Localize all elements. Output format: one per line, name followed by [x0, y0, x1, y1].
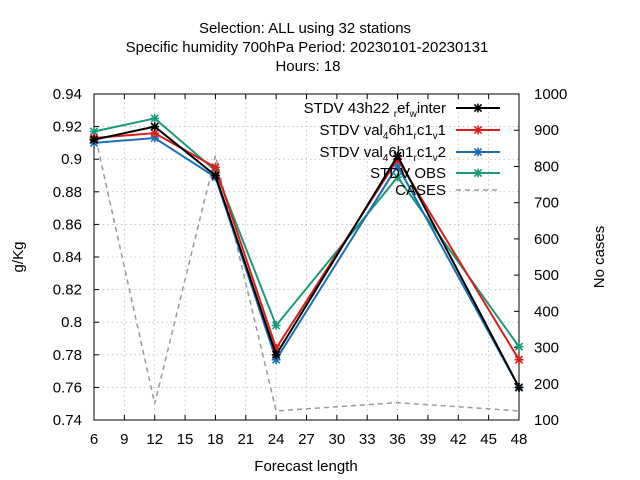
title-line-2: Specific humidity 700hPa Period: 2023010… — [126, 39, 489, 56]
data-point — [514, 383, 524, 392]
x-tick-label: 27 — [298, 431, 315, 448]
legend-label: CASES — [395, 182, 446, 199]
x-tick-label: 33 — [359, 431, 376, 448]
x-axis-label: Forecast length — [254, 458, 357, 475]
legend-entry: STDV 43h22 refwinter — [304, 100, 500, 120]
legend-label: STDV val46h1rc1v1 — [320, 122, 446, 142]
chart-title: Selection: ALL using 32 stations Specifi… — [126, 20, 489, 75]
y2-tick-label: 800 — [534, 158, 559, 175]
title-line-3: Hours: 18 — [275, 58, 340, 75]
y2-axis: 100 200 300 400 500 600 700 800 900 1000 — [514, 86, 567, 429]
data-point — [514, 355, 524, 365]
y2-tick-label: 900 — [534, 122, 559, 139]
y-tick-label: 0.84 — [53, 249, 82, 266]
data-point — [211, 171, 220, 180]
x-tick-label: 48 — [511, 431, 528, 448]
legend-entry: STDV OBS — [370, 165, 500, 182]
legend-label: STDV 43h22 refwinter — [304, 100, 446, 120]
data-point — [271, 355, 281, 365]
data-point — [393, 151, 402, 161]
legend-entry: STDV val46h1rc1v2 — [320, 144, 500, 164]
y-tick-label: 0.8 — [61, 314, 82, 331]
y-axis: 0.74 0.76 0.78 0.8 0.82 0.84 0.86 0.88 0.9 0.92 0.… — [53, 86, 99, 429]
x-tick-label: 36 — [389, 431, 406, 448]
legend-entry: STDV val46h1rc1v1 — [320, 122, 500, 142]
y-tick-label: 0.82 — [53, 282, 82, 299]
y2-tick-label: 500 — [534, 267, 559, 284]
data-point — [211, 162, 220, 172]
y2-tick-label: 300 — [534, 340, 559, 357]
x-axis: 6 9 12 15 18 21 24 27 30 33 36 39 42 45 48 — [90, 94, 528, 448]
legend-label: STDV OBS — [370, 165, 446, 182]
series-line-0 — [89, 122, 524, 392]
x-tick-label: 30 — [329, 431, 346, 448]
series-line — [93, 130, 520, 412]
x-tick-label: 6 — [90, 431, 98, 448]
x-tick-label: 42 — [450, 431, 467, 448]
series — [89, 114, 524, 412]
y2-tick-label: 100 — [534, 412, 559, 429]
x-tick-label: 15 — [177, 431, 194, 448]
x-tick-label: 12 — [146, 431, 163, 448]
legend-label: STDV val46h1rc1v2 — [320, 144, 446, 164]
x-tick-label: 18 — [207, 431, 224, 448]
data-point — [150, 122, 160, 131]
data-point — [150, 114, 160, 123]
x-tick-label: 45 — [480, 431, 497, 448]
y2-tick-label: 700 — [534, 195, 559, 212]
legend-entry: CASES — [395, 182, 500, 199]
title-line-1: Selection: ALL using 32 stations — [199, 20, 411, 37]
x-tick-label: 9 — [120, 431, 128, 448]
x-tick-label: 21 — [237, 431, 254, 448]
y2-tick-label: 600 — [534, 231, 559, 248]
y2-axis-label: No cases — [591, 226, 608, 289]
y-tick-label: 0.78 — [53, 347, 82, 364]
y-tick-label: 0.94 — [53, 86, 82, 103]
y2-tick-label: 1000 — [534, 86, 567, 103]
data-point — [393, 172, 402, 182]
series-line — [93, 125, 520, 388]
data-point — [150, 133, 160, 143]
data-point — [89, 135, 99, 145]
data-point — [473, 147, 483, 157]
data-point — [271, 343, 281, 353]
y-tick-label: 0.88 — [53, 184, 82, 201]
y-tick-label: 0.76 — [53, 379, 82, 396]
x-tick-label: 24 — [268, 431, 285, 448]
data-point — [473, 125, 483, 135]
data-point — [271, 321, 281, 330]
series-line — [93, 136, 520, 388]
y-tick-label: 0.9 — [61, 151, 82, 168]
data-point — [514, 342, 524, 352]
series-cases — [93, 130, 520, 412]
y-axis-label: g/Kg — [10, 242, 27, 273]
y-tick-label: 0.74 — [53, 412, 82, 429]
y2-tick-label: 200 — [534, 376, 559, 393]
x-tick-label: 39 — [420, 431, 437, 448]
y-tick-label: 0.86 — [53, 216, 82, 233]
data-point — [271, 350, 281, 360]
data-point — [473, 168, 483, 178]
series-line — [93, 117, 520, 348]
data-point — [89, 127, 99, 136]
data-point — [393, 161, 402, 171]
data-point — [150, 128, 160, 138]
y-tick-label: 0.92 — [53, 119, 82, 136]
y2-tick-label: 400 — [534, 303, 559, 320]
data-point — [473, 103, 483, 113]
